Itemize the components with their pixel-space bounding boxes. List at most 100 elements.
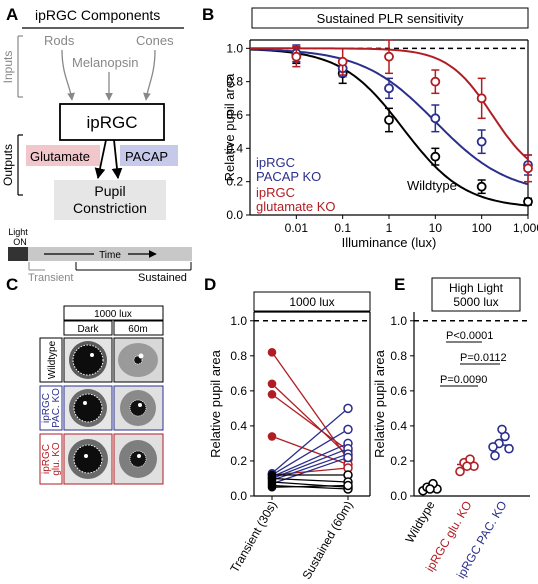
chart-e-ylabel: Relative pupil area: [372, 349, 387, 457]
panel-a-schematic: ipRGC Components Inputs Rods Cones Melan…: [1, 7, 192, 284]
chart-b-legend-glut-line1: ipRGC: [256, 185, 295, 200]
row-label-pac-line1: ipRGC: [41, 393, 52, 423]
pupil-constriction-box: [54, 180, 166, 220]
chart-b-legend-glut-line2: glutamate KO: [256, 199, 336, 214]
chart-e-annotation-glu-vs-pac: P=0.0112: [460, 352, 507, 364]
eye-image-wt-60m: [113, 337, 164, 383]
rods-arrow: [61, 49, 75, 101]
chart-d-ytick-label: 0.0: [230, 489, 247, 503]
chart-b-xtick-label: 0.1: [334, 221, 351, 235]
col-dark-label: Dark: [77, 324, 99, 335]
chart-d-ylabel: Relative pupil area: [208, 349, 223, 457]
row-label-box-pac: [39, 385, 63, 431]
iprgc-box-label: ipRGC: [86, 113, 137, 132]
chart-e-ytick-label: 0.2: [390, 454, 407, 468]
chart-b-ytick-label: 0.4: [226, 141, 243, 155]
chart-b-point: [476, 93, 487, 104]
chart-b-title: Sustained PLR sensitivity: [317, 11, 464, 26]
glutamate-arrow: [94, 139, 107, 180]
row-label-pac-line2: PAC. KO: [51, 388, 62, 428]
chart-b-point: [384, 115, 394, 125]
chart-e-ytick-label: 0.6: [390, 384, 407, 398]
time-label: Time: [99, 250, 121, 261]
chart-e-ytick-label: 0.8: [390, 349, 407, 363]
chart-b-xtick-label: 100: [472, 221, 492, 235]
row-label-wt: Wildtype: [47, 340, 58, 379]
col-60m-box: [113, 320, 164, 336]
chart-b-ytick-label: 0.0: [226, 208, 243, 222]
outputs-label: Outputs: [1, 144, 15, 186]
chart-d-transient-point: [267, 348, 277, 357]
row-label-box-wt: [39, 337, 63, 383]
chart-e-title-line2: 5000 lux: [453, 295, 498, 309]
chart-b-point: [291, 51, 302, 62]
rods-label: Rods: [44, 33, 75, 48]
panel-letter-a: A: [6, 5, 18, 24]
row-label-glu-line2: glu. KO: [51, 442, 62, 476]
chart-d-sustained-point: [343, 424, 353, 435]
chart-d-title: 1000 lux: [289, 295, 334, 309]
eye-image-glu-60m: [113, 433, 164, 485]
chart-b-xtick-label: 1,000: [513, 221, 538, 235]
panel-d-chart: 1000 lux 0.0 0.2 0.4 0.6 0.8 1.0 Relative pupil…: [208, 291, 371, 582]
panel-letter-b: B: [202, 5, 214, 24]
chart-b-ytick-label: 0.6: [226, 108, 243, 122]
chart-e-ytick-label: 1.0: [390, 314, 407, 328]
chart-e-annotation-wt-vs-pac: P<0.0001: [446, 330, 493, 342]
chart-b-point: [476, 181, 487, 192]
chart-d-pair-line: [271, 407, 349, 474]
chart-e-xtick-label: Wildtype: [402, 498, 437, 545]
chart-b-point: [337, 56, 348, 67]
chart-d-pair-line: [271, 435, 349, 466]
chart-d-pair-line: [271, 484, 349, 490]
chart-b-point: [384, 83, 394, 94]
chart-d-transient-point: [267, 390, 277, 399]
chart-e-point: [455, 466, 465, 477]
pacap-arrow: [111, 139, 123, 180]
chart-b-xlabel: Illuminance (lux): [342, 235, 437, 250]
pacap-label: PACAP: [125, 149, 168, 164]
chart-d-ytick-label: 1.0: [230, 314, 247, 328]
transient-label: Transient: [28, 272, 73, 284]
row-label-box-glu: [39, 433, 63, 485]
col-60m-label: 60m: [128, 324, 147, 335]
chart-b-xtick-label: 10: [429, 221, 443, 235]
chart-b-ytick-label: 1.0: [226, 41, 243, 55]
chart-b-legend-pacap-line1: ipRGC: [256, 155, 295, 170]
glutamate-label: Glutamate: [30, 149, 90, 164]
col-dark-box: [63, 320, 113, 336]
eye-image-glu-dark: [63, 433, 113, 485]
chart-d-pair-line: [271, 448, 349, 480]
eye-image-pac-dark: [63, 385, 113, 431]
chart-b-point: [523, 163, 533, 174]
chart-d-ytick-label: 0.4: [230, 419, 247, 433]
chart-e-ytick-label: 0.0: [390, 489, 407, 503]
chart-b-legend-wildtype: Wildtype: [407, 178, 457, 193]
chart-d-transient-point: [267, 482, 277, 492]
chart-d-sustained-point: [343, 480, 353, 491]
chart-e-point: [497, 424, 507, 435]
pupil-label-line1: Pupil: [94, 183, 125, 199]
chart-e-point: [490, 450, 500, 461]
chart-d-pair-line: [271, 351, 349, 460]
chart-e-title-box: [431, 277, 521, 312]
chart-d-title-box: [253, 291, 371, 312]
chart-b-point: [430, 76, 441, 87]
eye-image-pac-60m: [113, 385, 164, 431]
chart-b-point: [384, 51, 394, 62]
chart-e-point: [488, 442, 498, 452]
chart-b-legend-pacap-line2: PACAP KO: [256, 169, 321, 184]
panel-b-chart: Sustained PLR sensitivity 0.0 0.2 0.4 0.6 0.8…: [222, 7, 538, 250]
chart-e-title-line1: High Light: [449, 281, 504, 295]
melanopsin-label: Melanopsin: [72, 55, 139, 70]
chart-d-pair-line: [271, 477, 349, 483]
chart-d-pair-line: [271, 484, 349, 488]
chart-d-xtick-label: Transient (30s): [227, 498, 279, 575]
panel-c-header-lux: 1000 lux: [94, 309, 132, 320]
chart-d-xtick-label: Sustained (60m): [299, 499, 355, 580]
inputs-label: Inputs: [1, 51, 15, 84]
panel-letter-c: C: [6, 275, 18, 294]
panel-c-images: 1000 lux Dark 60m Wildtype ipRGC PAC. KO…: [39, 305, 164, 485]
chart-b-ytick-label: 0.2: [226, 175, 243, 189]
